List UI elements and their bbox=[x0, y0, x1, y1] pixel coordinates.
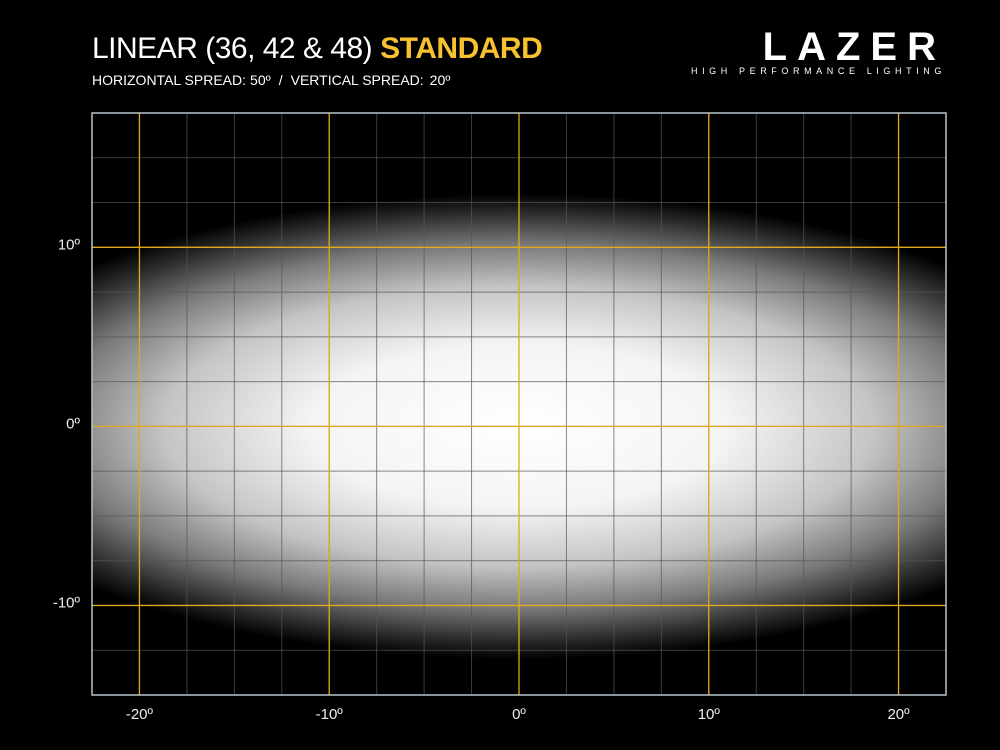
spread-name: HORIZONTAL SPREAD: bbox=[92, 72, 246, 88]
x-tick-label: 20º bbox=[887, 706, 910, 723]
x-tick-label: 10º bbox=[698, 706, 721, 723]
y-tick-label: -10º bbox=[53, 594, 81, 611]
spread-value: 50º bbox=[250, 72, 271, 88]
x-tick-label: 0º bbox=[512, 706, 526, 723]
x-tick-label: -20º bbox=[126, 706, 154, 723]
y-tick-label: 10º bbox=[58, 236, 81, 253]
plot-area bbox=[92, 113, 946, 695]
x-tick-label: -10º bbox=[316, 706, 344, 723]
chart-title: LINEAR (36, 42 & 48) STANDARD bbox=[92, 32, 542, 65]
subtitle: HORIZONTAL SPREAD: 50º / VERTICAL SPREAD: 20… bbox=[92, 72, 450, 88]
title-highlight: STANDARD bbox=[380, 32, 542, 65]
brand-tagline: HIGH PERFORMANCE LIGHTING bbox=[691, 66, 946, 76]
y-tick-label: 0º bbox=[66, 415, 80, 432]
spread-value: 20º bbox=[430, 72, 451, 88]
separator: / bbox=[279, 72, 283, 88]
spread-name: VERTICAL SPREAD: bbox=[291, 72, 424, 88]
brand-logo: LAZER bbox=[763, 25, 946, 69]
title-text: LINEAR (36, 42 & 48) bbox=[92, 32, 372, 65]
plot-border bbox=[91, 112, 947, 696]
